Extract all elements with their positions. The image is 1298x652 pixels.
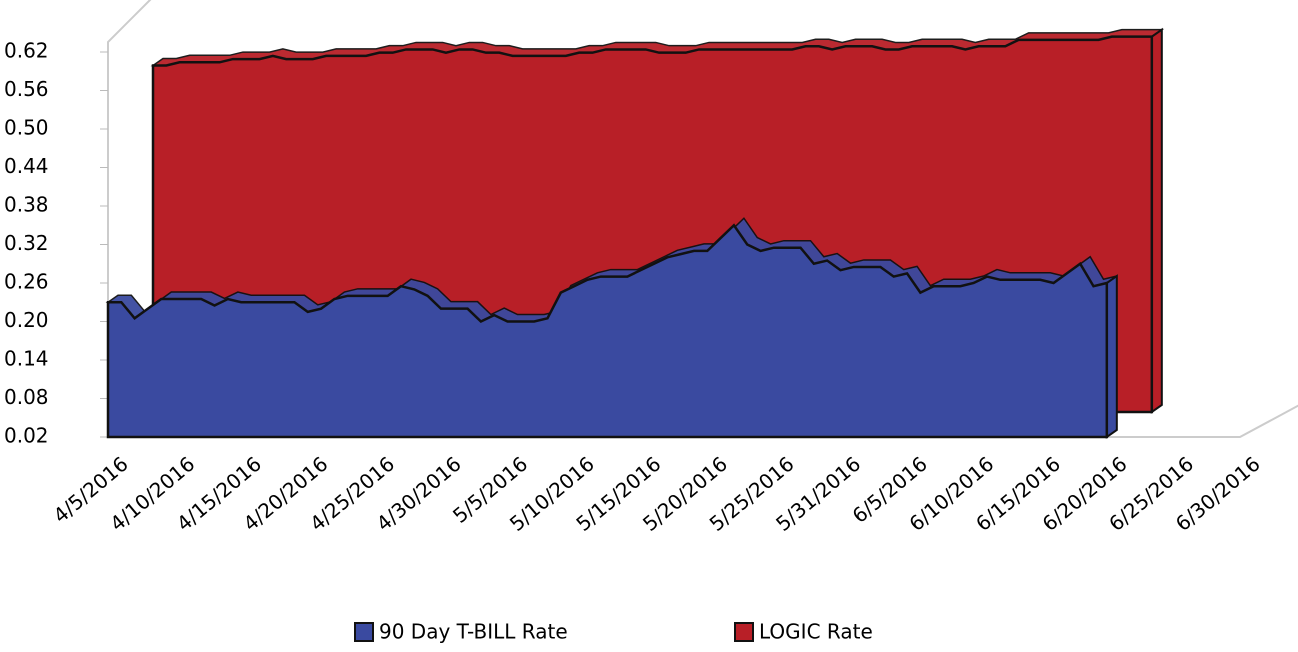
y-tick-label: 0.50	[4, 116, 49, 140]
y-tick-label: 0.20	[4, 308, 49, 332]
legend-swatch	[734, 622, 754, 642]
legend-swatch	[354, 622, 374, 642]
legend-label: 90 Day T-BILL Rate	[379, 620, 568, 644]
area	[106, 223, 1109, 439]
y-tick-label: 0.38	[4, 193, 49, 217]
area-side	[1105, 274, 1118, 439]
y-tick-label: 0.44	[4, 154, 49, 178]
area-side	[1150, 27, 1163, 414]
y-tick-label: 0.26	[4, 270, 49, 294]
y-tick-label: 0.08	[4, 385, 49, 409]
y-tick-label: 0.14	[4, 347, 49, 371]
y-tick-label: 0.56	[4, 77, 49, 101]
y-tick-label: 0.62	[4, 39, 49, 63]
legend-label: LOGIC Rate	[759, 620, 873, 644]
y-tick-label: 0.32	[4, 231, 49, 255]
y-tick-label: 0.02	[4, 424, 49, 448]
